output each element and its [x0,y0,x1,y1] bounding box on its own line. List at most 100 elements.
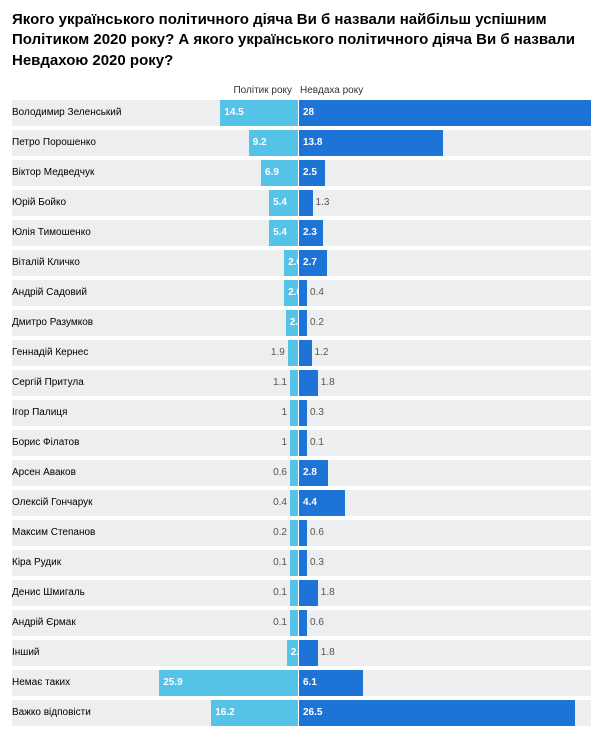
left-value: 5.4 [273,197,287,208]
right-bar: 28 [299,100,591,126]
row-label: Петро Порошенко [12,137,148,148]
right-value: 0.3 [307,557,327,568]
left-bar [290,400,298,426]
table-row: Арсен Аваков0.62.8 [12,460,591,486]
right-value: 0.1 [307,437,327,448]
row-label: Віктор Медведчук [12,167,148,178]
right-pane: 1.2 [299,340,591,366]
left-pane: 1 [148,400,299,426]
row-label: Дмитро Разумков [12,317,148,328]
table-row: Андрій Садовий2.60.4 [12,280,591,306]
left-bar [290,610,298,636]
left-pane: 2.3 [148,310,299,336]
right-value: 2.7 [303,257,317,268]
left-pane: 14.5 [148,100,299,126]
right-pane: 1.3 [299,190,591,216]
right-value: 13.8 [303,137,322,148]
right-bar: 2.8 [299,460,328,486]
table-row: Борис Філатов10.1 [12,430,591,456]
left-pane: 5.4 [148,220,299,246]
left-value: 5.4 [273,227,287,238]
right-bar [299,310,307,336]
left-value: 0.4 [270,497,290,508]
table-row: Ігор Палиця10.3 [12,400,591,426]
right-pane: 2.3 [299,220,591,246]
left-value: 1 [278,437,290,448]
right-pane: 0.4 [299,280,591,306]
row-label: Інший [12,647,148,658]
right-value: 4.4 [303,497,317,508]
chart-wrapper: Якого українського політичного діяча Ви … [0,0,603,750]
left-value: 16.2 [215,707,234,718]
right-value: 6.1 [303,677,317,688]
left-value: 0.1 [270,587,290,598]
row-label: Денис Шмигаль [12,587,148,598]
right-pane: 1.8 [299,580,591,606]
right-bar: 13.8 [299,130,443,156]
table-row: Дмитро Разумков 2.30.2 [12,310,591,336]
right-pane: 26.5 [299,700,591,726]
right-bar [299,550,307,576]
right-pane: 1.8 [299,370,591,396]
right-pane: 2.5 [299,160,591,186]
table-row: Юрій Бойко5.41.3 [12,190,591,216]
left-bar: 2.3 [286,310,298,336]
rows-container: Володимир Зеленський 14.5 28 Петро Порошенк… [12,100,591,726]
left-pane: 2.6 [148,250,299,276]
left-bar: 16.2 [211,700,298,726]
right-bar: 4.4 [299,490,345,516]
chart-title: Якого українського політичного діяча Ви … [12,10,591,71]
right-bar [299,280,307,306]
right-bar [299,340,312,366]
right-bar [299,610,307,636]
right-bar [299,370,318,396]
header-left: Політик року [142,85,296,96]
right-bar [299,190,313,216]
left-bar [290,580,298,606]
right-value: 1.8 [318,377,338,388]
left-bar [290,430,298,456]
left-pane: 0.4 [148,490,299,516]
right-value: 1.2 [312,347,332,358]
header-spacer [12,85,142,96]
left-pane: 2.6 [148,280,299,306]
right-value: 0.6 [307,617,327,628]
header-right: Невдаха року [296,85,591,96]
table-row: Петро Порошенко9.2 13.8 [12,130,591,156]
table-row: Максим Степанов0.20.6 [12,520,591,546]
row-label: Володимир Зеленський [12,107,148,118]
left-bar: 14.5 [220,100,298,126]
right-value: 2.8 [303,467,317,478]
left-bar: 5.4 [269,190,298,216]
left-value: 14.5 [224,107,243,118]
right-pane: 28 [299,100,591,126]
table-row: Віталій Кличко2.62.7 [12,250,591,276]
left-value: 0.2 [270,527,290,538]
right-bar: 2.7 [299,250,327,276]
left-pane: 0.1 [148,580,299,606]
table-row: Юлія Тимошенко5.42.3 [12,220,591,246]
left-pane: 6.9 [148,160,299,186]
table-row: Інший2.11.8 [12,640,591,666]
right-bar [299,580,318,606]
right-bar [299,640,318,666]
left-value: 1 [278,407,290,418]
right-pane: 0.6 [299,520,591,546]
left-bar: 6.9 [261,160,298,186]
left-bar [288,340,298,366]
right-pane: 0.2 [299,310,591,336]
row-label: Андрій Садовий [12,287,148,298]
left-pane: 1.9 [148,340,299,366]
right-pane: 4.4 [299,490,591,516]
left-bar: 25.9 [159,670,298,696]
left-bar [290,520,298,546]
table-row: Володимир Зеленський 14.5 28 [12,100,591,126]
right-value: 0.3 [307,407,327,418]
left-pane: 9.2 [148,130,299,156]
right-pane: 0.1 [299,430,591,456]
row-label: Немає таких [12,677,148,688]
right-value: 2.5 [303,167,317,178]
row-label: Геннадій Кернес [12,347,148,358]
table-row: Немає таких 25.9 6.1 [12,670,591,696]
left-value: 6.9 [265,167,279,178]
